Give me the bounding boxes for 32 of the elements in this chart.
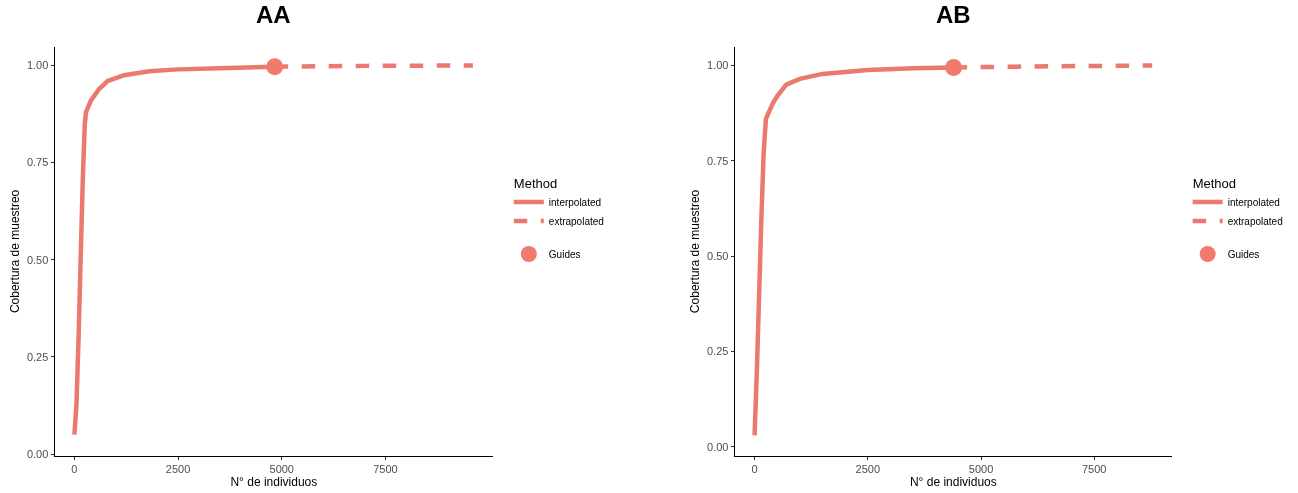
legend-label: Guides <box>1227 248 1260 260</box>
x-tick-label: 5000 <box>968 463 994 476</box>
y-axis-title: Cobertura de muestreo <box>8 189 23 314</box>
chart-title: AB <box>936 1 971 28</box>
x-tick-label: 2500 <box>165 463 191 476</box>
x-tick-label: 0 <box>71 463 78 476</box>
legend-label: extrapolated <box>548 215 604 227</box>
legend-label: extrapolated <box>1227 215 1283 227</box>
legend-label: interpolated <box>1227 196 1280 208</box>
y-tick-label: 0.50 <box>26 253 49 266</box>
x-tick-label: 0 <box>751 463 758 476</box>
x-tick-label: 5000 <box>269 463 294 476</box>
x-tick-label: 2500 <box>855 463 881 476</box>
chart-title: AA <box>256 1 291 28</box>
legend-title: Method <box>513 175 558 191</box>
y-tick-label: 0.25 <box>707 345 729 358</box>
legend-label: interpolated <box>548 196 602 208</box>
x-axis-title: N° de individuos <box>909 475 997 490</box>
y-tick-label: 1.00 <box>26 59 49 72</box>
x-tick-label: 7500 <box>1081 463 1107 476</box>
legend-label: Guides <box>548 248 581 260</box>
y-tick-label: 0.75 <box>26 156 49 169</box>
y-tick-label: 0.00 <box>707 440 729 453</box>
y-tick-label: 0.50 <box>707 250 729 263</box>
y-tick-label: 0.25 <box>26 350 49 363</box>
y-axis-title: Cobertura de muestreo <box>688 189 703 314</box>
legend-title: Method <box>1192 175 1237 191</box>
y-tick-label: 1.00 <box>707 59 729 72</box>
y-tick-label: 0.00 <box>26 447 49 460</box>
x-tick-label: 7500 <box>373 463 398 476</box>
x-axis-title: N° de individuos <box>230 475 318 490</box>
y-tick-label: 0.75 <box>707 154 729 167</box>
